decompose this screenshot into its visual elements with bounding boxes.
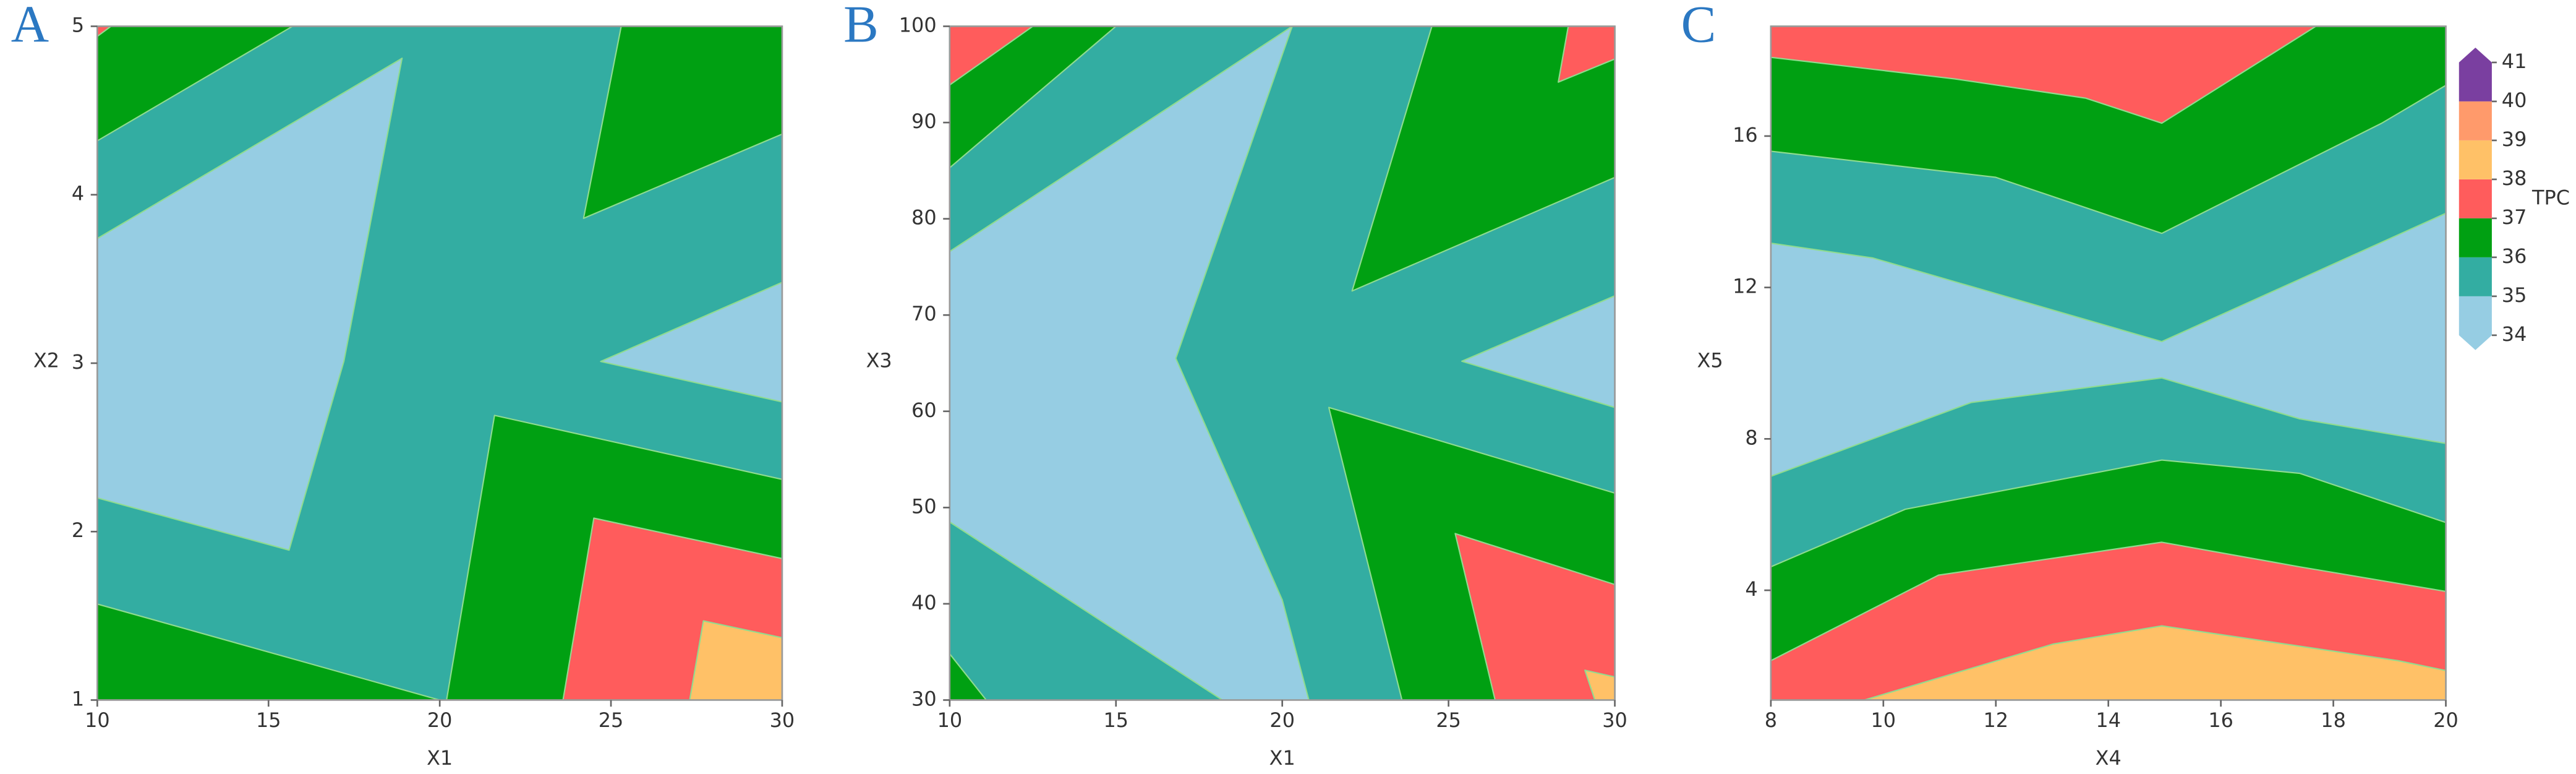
- panel-label: A: [11, 0, 49, 53]
- x-axis-label: X1: [427, 746, 453, 770]
- y-tick-label: 4: [72, 182, 84, 205]
- y-tick-label: 16: [1733, 123, 1758, 147]
- x-tick-label: 10: [1871, 708, 1896, 732]
- y-axis-label: X3: [866, 348, 892, 372]
- y-tick-label: 1: [72, 687, 84, 710]
- colorbar-label: 35: [2502, 283, 2527, 307]
- colorbar-label: 36: [2502, 244, 2527, 268]
- x-tick-label: 10: [937, 708, 963, 732]
- colorbar-band: [2459, 296, 2492, 350]
- x-tick-label: 25: [1436, 708, 1461, 732]
- colorbar-label: 39: [2502, 127, 2527, 151]
- x-tick-label: 25: [599, 708, 624, 732]
- y-tick-label: 3: [72, 350, 84, 374]
- y-tick-label: 4: [1745, 577, 1757, 601]
- x-tick-label: 15: [1104, 708, 1129, 732]
- y-tick-label: 5: [72, 13, 84, 37]
- x-tick-label: 20: [427, 708, 453, 732]
- x-tick-label: 30: [1602, 708, 1627, 732]
- plot-frame: [1770, 25, 2447, 701]
- colorbar-band: [2459, 257, 2492, 296]
- y-axis-label: X5: [1697, 348, 1723, 372]
- y-tick-label: 60: [911, 398, 937, 422]
- x-tick-label: 16: [2208, 708, 2233, 732]
- colorbar-title: TPC: [2531, 186, 2570, 209]
- x-axis-label: X4: [2096, 746, 2122, 770]
- y-tick-label: 50: [911, 494, 937, 518]
- colorbar-label: 40: [2502, 88, 2527, 112]
- x-tick-label: 18: [2321, 708, 2346, 732]
- plot-frame: [949, 25, 1616, 701]
- x-tick-label: 14: [2096, 708, 2121, 732]
- y-tick-label: 80: [911, 206, 937, 230]
- contour-region: [1770, 212, 2447, 477]
- colorbar-label: 34: [2502, 322, 2527, 346]
- y-tick-label: 2: [72, 518, 84, 542]
- y-tick-label: 8: [1745, 426, 1757, 449]
- x-tick-label: 8: [1765, 708, 1777, 732]
- colorbar-label: 37: [2502, 205, 2527, 229]
- colorbar-band: [2459, 101, 2492, 140]
- y-axis-label: X2: [33, 348, 59, 372]
- x-tick-label: 12: [1983, 708, 2008, 732]
- contour-region: [949, 25, 1310, 701]
- colorbar-band: [2459, 48, 2492, 101]
- colorbar-band: [2459, 140, 2492, 179]
- x-tick-label: 30: [770, 708, 795, 732]
- colorbar-band: [2459, 218, 2492, 257]
- x-tick-label: 15: [256, 708, 281, 732]
- x-axis-label: X1: [1269, 746, 1295, 770]
- y-tick-label: 40: [911, 591, 937, 614]
- x-tick-label: 20: [1269, 708, 1295, 732]
- y-tick-label: 100: [899, 13, 937, 37]
- y-tick-label: 30: [911, 687, 937, 710]
- colorbar-band: [2459, 179, 2492, 218]
- y-tick-label: 90: [911, 110, 937, 133]
- y-tick-label: 12: [1733, 275, 1758, 298]
- colorbar-label: 41: [2502, 49, 2527, 73]
- panel-label: B: [843, 0, 879, 53]
- x-tick-label: 20: [2433, 708, 2459, 732]
- x-tick-label: 10: [85, 708, 110, 732]
- y-tick-label: 70: [911, 302, 937, 325]
- colorbar-label: 38: [2502, 166, 2527, 190]
- panel-label: C: [1681, 0, 1717, 53]
